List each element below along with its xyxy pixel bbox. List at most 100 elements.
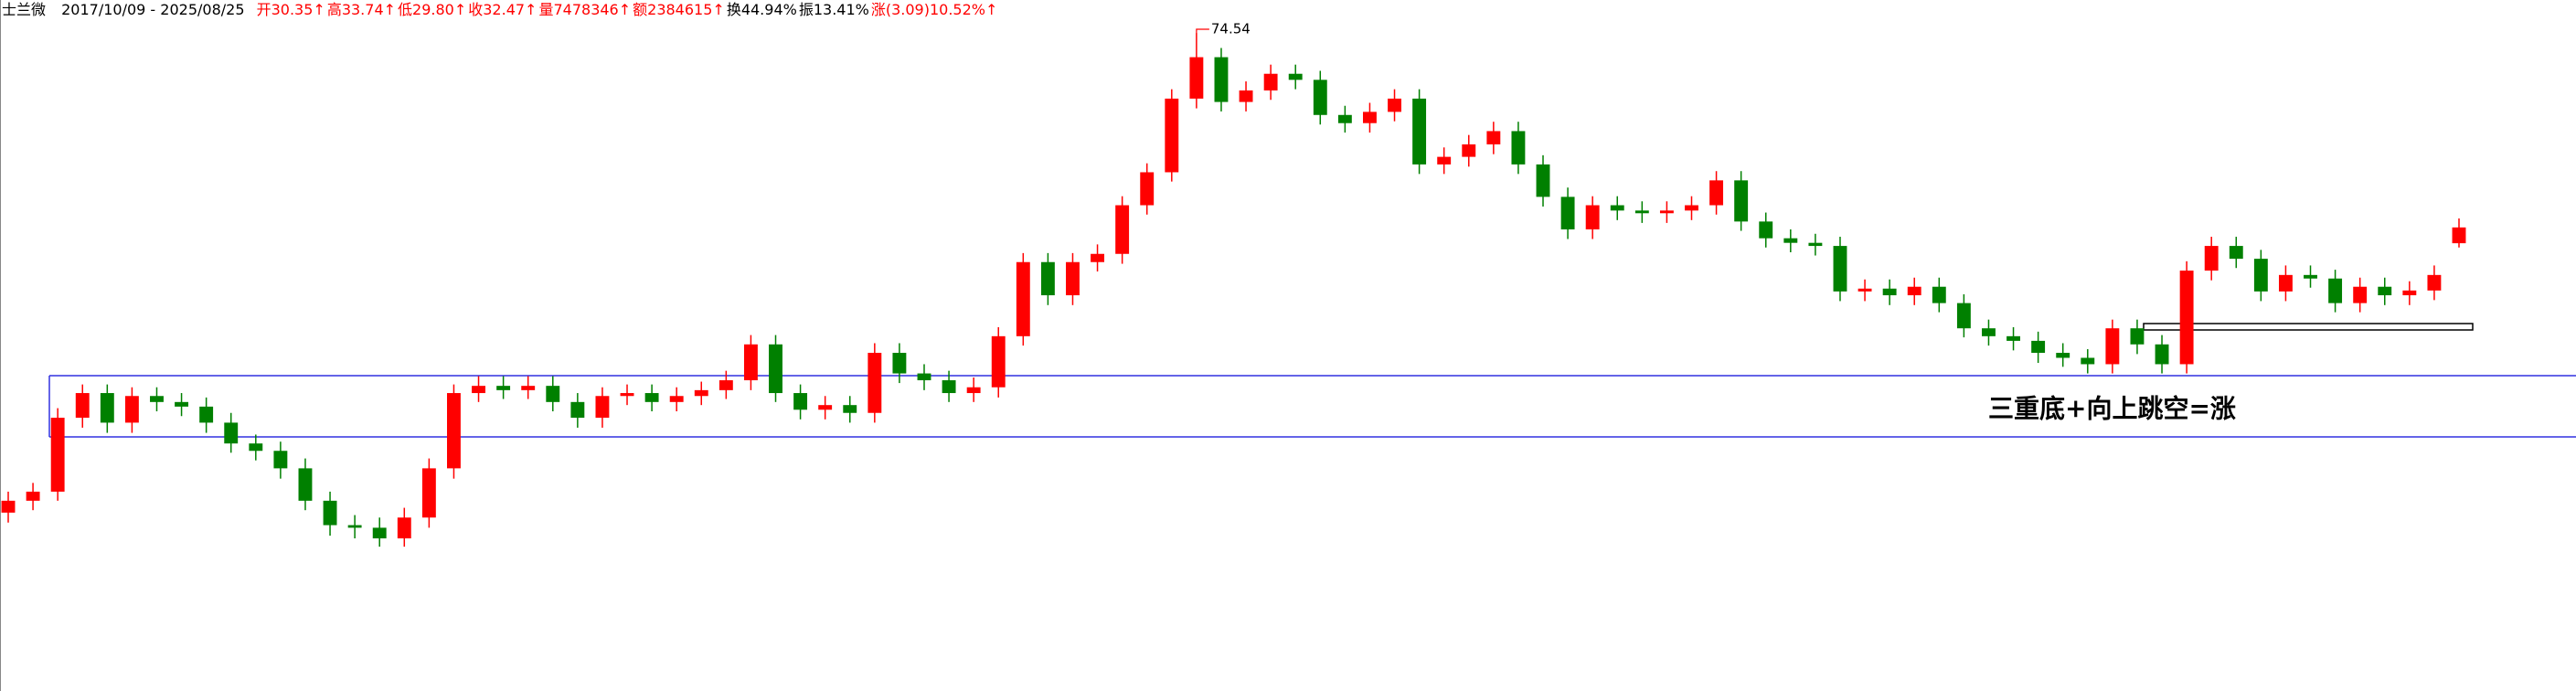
candle-body xyxy=(743,344,758,381)
candle-body xyxy=(421,468,436,518)
candle-body xyxy=(2278,274,2293,292)
candle-body xyxy=(2304,274,2317,279)
candle-body xyxy=(1091,253,1105,262)
candle-body xyxy=(496,386,511,390)
candle-body xyxy=(1610,205,1624,211)
candle-body xyxy=(472,386,485,394)
max-label: 74.54 xyxy=(1211,21,1251,37)
candle-body xyxy=(769,344,782,394)
candle-body xyxy=(620,393,634,397)
candle-body xyxy=(2378,286,2392,296)
info-item: 低29.80↑ xyxy=(398,1,467,18)
candle-body xyxy=(966,387,981,394)
candle-body xyxy=(1313,80,1327,115)
candle-body xyxy=(793,393,808,410)
info-item: 涨(3.09)10.52%↑ xyxy=(870,1,998,18)
candle-body xyxy=(991,335,1006,388)
candle-body xyxy=(2105,328,2120,365)
candle-body xyxy=(447,393,461,469)
candle-body xyxy=(2081,357,2095,365)
candle-body xyxy=(2253,259,2268,292)
candle-body xyxy=(1263,73,1278,90)
candle-body xyxy=(1857,288,1872,292)
candle-body xyxy=(1040,261,1055,296)
date-range: 2017/10/09 - 2025/08/25 xyxy=(61,1,245,18)
info-item: 量7478346↑ xyxy=(538,1,632,18)
candle-body xyxy=(1585,205,1600,229)
candle-body xyxy=(843,405,857,413)
candle-body xyxy=(1882,288,1897,296)
candle-body xyxy=(942,380,956,394)
max-marker xyxy=(1196,28,1209,34)
candle-body xyxy=(397,517,411,539)
candle-body xyxy=(1337,114,1352,123)
candle-body xyxy=(1833,246,1847,292)
candle-body xyxy=(1437,156,1452,165)
info-item: 收32.47↑ xyxy=(468,1,538,18)
candle-body xyxy=(570,401,585,419)
candle-body xyxy=(1462,144,1476,157)
candle-body xyxy=(1685,205,1698,211)
candle-body xyxy=(1,500,16,513)
candle-body xyxy=(2007,335,2020,341)
info-item: 额2384615↑ xyxy=(633,1,725,18)
candle-body xyxy=(1709,180,1724,206)
candle-body xyxy=(521,386,536,390)
candle-body xyxy=(1388,98,1401,112)
candle-body xyxy=(2353,286,2368,303)
candle-body xyxy=(26,491,40,501)
candle-body xyxy=(323,500,337,526)
candle-body xyxy=(1412,98,1427,165)
candle-body xyxy=(2452,227,2466,244)
candle-body xyxy=(1932,286,1946,303)
candle-body xyxy=(1956,303,1971,329)
candle-body xyxy=(1066,261,1080,296)
candle-body xyxy=(1659,210,1674,214)
candle-body xyxy=(1288,73,1303,80)
candle-body xyxy=(1907,286,1921,296)
candle-body xyxy=(694,389,708,397)
candle-body xyxy=(1808,242,1823,247)
candle-body xyxy=(249,443,263,452)
candle-body xyxy=(50,418,65,492)
candle-body xyxy=(1982,328,1996,336)
candle-body xyxy=(1783,238,1798,243)
candle-body xyxy=(372,527,387,539)
info-item: 振13.41% xyxy=(798,1,869,18)
candle-body xyxy=(1486,131,1501,144)
candle-body xyxy=(1759,221,1773,239)
candle-body xyxy=(1189,57,1204,99)
candle-body xyxy=(818,405,833,410)
candle-body xyxy=(1140,172,1155,206)
candle-body xyxy=(1165,98,1179,173)
candle-body xyxy=(644,393,659,402)
candle-body xyxy=(273,451,288,469)
candle-body xyxy=(1560,197,1575,229)
candle-body xyxy=(2229,246,2243,260)
candle-body xyxy=(2179,271,2194,365)
candle-body xyxy=(1634,210,1649,214)
info-item: 开30.35↑ xyxy=(256,1,325,18)
candle-body xyxy=(892,353,907,374)
gap-box xyxy=(2143,323,2474,331)
candle-body xyxy=(224,422,239,444)
candle-body xyxy=(1734,180,1749,222)
candle-body xyxy=(1115,205,1130,254)
candle-body xyxy=(175,401,189,407)
candle-body xyxy=(199,406,214,423)
candle-body xyxy=(2204,246,2219,271)
candle-body xyxy=(917,373,931,381)
candle-body xyxy=(1536,164,1550,197)
candle-body xyxy=(298,468,313,501)
candle-body xyxy=(1511,131,1526,165)
candle-body xyxy=(2155,344,2169,365)
info-item: 换44.94% xyxy=(726,1,797,18)
candle-body xyxy=(546,386,560,402)
candle-body xyxy=(2402,290,2417,296)
candle-body xyxy=(868,353,882,413)
candle-body xyxy=(150,396,164,402)
candle-body xyxy=(595,396,610,419)
candle-body xyxy=(1362,112,1377,123)
